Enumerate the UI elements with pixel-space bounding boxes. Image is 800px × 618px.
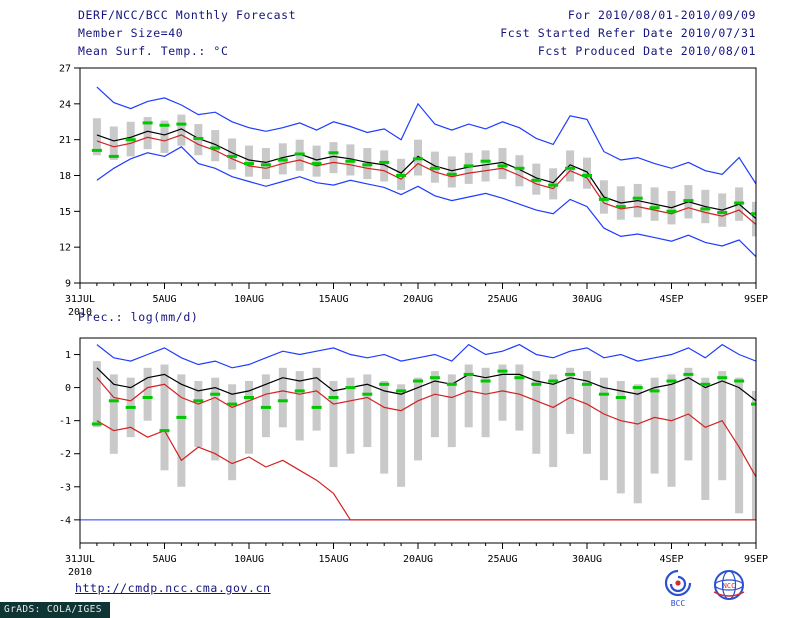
svg-text:24: 24 [59,99,71,110]
precipitation-plume-chart: 1 0 -1 -2 -3 -4 31JUL 5AUG 10AUG 15AUG 20AUG 25AUG 3… [59,337,768,578]
svg-text:5AUG: 5AUG [152,294,176,305]
prec-panel-label: Prec.: log(mm/d) [78,310,199,324]
svg-text:15AUG: 15AUG [318,554,348,565]
refer-date-label: Fcst Started Refer Date 2010/07/31 [500,26,756,40]
grads-watermark: GrADS: COLA/IGES [0,602,110,618]
svg-text:20AUG: 20AUG [403,294,433,305]
svg-text:2010: 2010 [68,307,92,318]
member-size-label: Member Size=40 [78,26,184,40]
svg-text:10AUG: 10AUG [234,294,264,305]
svg-text:4SEP: 4SEP [659,294,683,305]
svg-text:31JUL: 31JUL [65,554,95,565]
svg-text:9SEP: 9SEP [744,554,768,565]
svg-text:2010: 2010 [68,567,92,578]
svg-text:18: 18 [59,171,71,182]
svg-text:30AUG: 30AUG [572,294,602,305]
source-url-link[interactable]: http://cmdp.ncc.cma.gov.cn [75,581,271,595]
svg-text:4SEP: 4SEP [659,554,683,565]
bcc-logo-label: BCC [671,599,686,608]
svg-text:-3: -3 [59,482,71,493]
ncc-logo-label: NCC [723,582,736,590]
svg-text:9: 9 [65,279,71,290]
svg-text:10AUG: 10AUG [234,554,264,565]
header-left: DERF/NCC/BCC Monthly Forecast Member Siz… [78,6,296,60]
svg-text:15: 15 [59,207,71,218]
svg-text:1: 1 [65,350,71,361]
svg-text:21: 21 [59,135,71,146]
ncc-logo-icon: NCC [713,570,745,600]
svg-text:15AUG: 15AUG [318,294,348,305]
svg-text:9SEP: 9SEP [744,294,768,305]
svg-text:31JUL: 31JUL [65,294,95,305]
temp-panel-label: Mean Surf. Temp.: °C [78,44,229,58]
svg-text:27: 27 [59,64,71,75]
svg-text:-1: -1 [59,416,71,427]
temperature-plume-chart: 27 24 21 18 15 12 9 31JUL 5AUG 10AUG 15AUG 20AUG 25A… [59,64,768,319]
produced-date-label: Fcst Produced Date 2010/08/01 [537,44,756,58]
svg-text:12: 12 [59,243,71,254]
header-right: For 2010/08/01-2010/09/09 Fcst Started R… [500,6,756,60]
svg-text:0: 0 [65,383,71,394]
chart-title: DERF/NCC/BCC Monthly Forecast [78,8,297,22]
svg-text:20AUG: 20AUG [403,554,433,565]
svg-text:25AUG: 25AUG [487,554,517,565]
svg-text:-2: -2 [59,449,71,460]
svg-text:-4: -4 [59,515,71,526]
svg-text:5AUG: 5AUG [152,554,176,565]
svg-text:25AUG: 25AUG [487,294,517,305]
bcc-logo-icon: BCC [664,569,692,608]
logo-group: BCC NCC [660,568,752,608]
svg-text:30AUG: 30AUG [572,554,602,565]
forecast-range-label: For 2010/08/01-2010/09/09 [567,8,756,22]
